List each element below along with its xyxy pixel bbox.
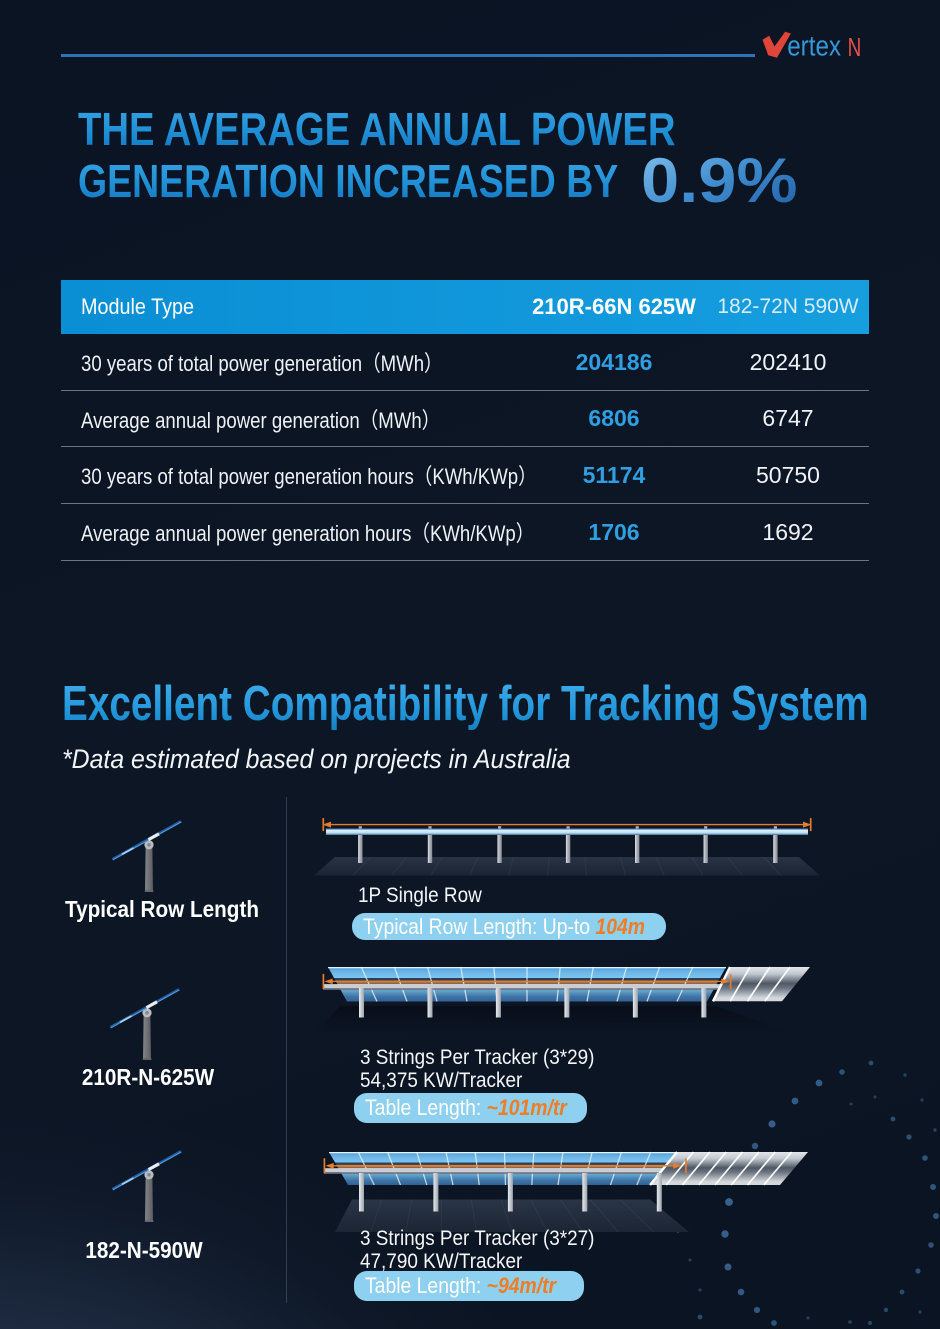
svg-text:N: N (848, 33, 862, 61)
svg-text:ertex: ertex (787, 30, 841, 62)
